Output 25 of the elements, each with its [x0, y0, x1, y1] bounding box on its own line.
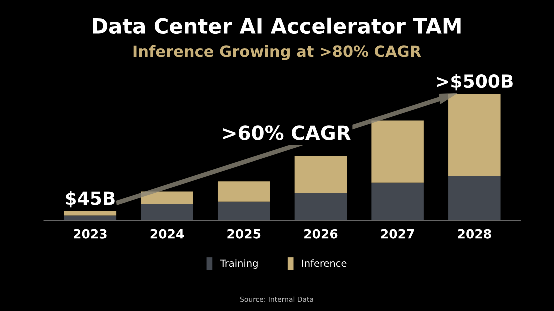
bar: [294, 192, 348, 221]
bar: [141, 204, 194, 221]
chart-title: Data Center AI Accelerator TAM: [93, 18, 461, 34]
x-tick-label: 2024: [150, 229, 184, 239]
bar: [372, 120, 424, 183]
legend-label: Inference: [302, 260, 347, 268]
bar: [448, 176, 501, 221]
annotation: $45B: [66, 191, 115, 208]
legend-label: Training: [220, 260, 258, 269]
bar: [141, 192, 194, 204]
chart-subtitle: Inference Growing at >80% CAGR: [134, 45, 422, 60]
annotation: >60% CAGR: [224, 126, 351, 140]
x-tick-label: 2025: [228, 229, 261, 239]
x-tick-label: 2027: [381, 229, 414, 239]
x-tick-label: 2023: [74, 229, 107, 239]
x-tick-label: 2026: [304, 229, 338, 239]
bar: [218, 182, 270, 202]
bar: [294, 156, 348, 193]
x-tick-label: 2028: [458, 229, 492, 239]
annotation: >$500B: [436, 74, 513, 91]
bar: [218, 202, 270, 221]
bar: [64, 216, 117, 221]
bar: [372, 182, 424, 221]
bar: [64, 211, 117, 216]
bar: [448, 94, 501, 176]
